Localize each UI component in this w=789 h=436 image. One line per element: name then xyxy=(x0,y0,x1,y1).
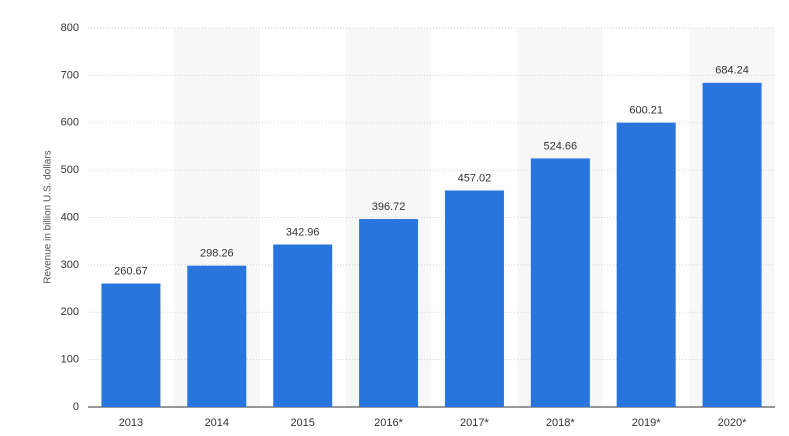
y-tick-label: 100 xyxy=(61,354,79,366)
value-label: 342.96 xyxy=(286,226,320,238)
y-tick-label: 700 xyxy=(61,69,79,81)
y-tick-label: 800 xyxy=(61,22,79,34)
y-tick-label: 300 xyxy=(61,259,79,271)
bar xyxy=(101,283,161,407)
bar xyxy=(530,158,590,407)
y-tick-label: 600 xyxy=(61,117,79,129)
value-label: 396.72 xyxy=(372,201,406,213)
x-tick-label: 2018* xyxy=(546,417,575,429)
x-tick-label: 2017* xyxy=(460,417,489,429)
value-label: 298.26 xyxy=(200,248,234,260)
value-label: 457.02 xyxy=(458,172,492,184)
y-axis-label: Revenue in billion U.S. dollars xyxy=(43,150,54,283)
bar xyxy=(444,190,504,407)
bar xyxy=(702,82,762,407)
x-tick-label: 2014 xyxy=(205,417,229,429)
bar xyxy=(187,265,247,407)
x-tick-label: 2015 xyxy=(290,417,314,429)
y-tick-label: 0 xyxy=(73,401,79,413)
bar xyxy=(616,122,676,407)
x-tick-label: 2019* xyxy=(632,417,661,429)
bar xyxy=(359,219,419,407)
y-tick-label: 200 xyxy=(61,306,79,318)
value-label: 600.21 xyxy=(629,105,663,117)
x-tick-label: 2020* xyxy=(718,417,747,429)
value-label: 684.24 xyxy=(715,65,749,77)
x-tick-label: 2013 xyxy=(119,417,143,429)
value-label: 524.66 xyxy=(543,140,577,152)
value-label: 260.67 xyxy=(114,265,148,277)
y-tick-label: 400 xyxy=(61,211,79,223)
bar xyxy=(273,244,333,407)
y-tick-label: 500 xyxy=(61,164,79,176)
x-tick-label: 2016* xyxy=(374,417,403,429)
